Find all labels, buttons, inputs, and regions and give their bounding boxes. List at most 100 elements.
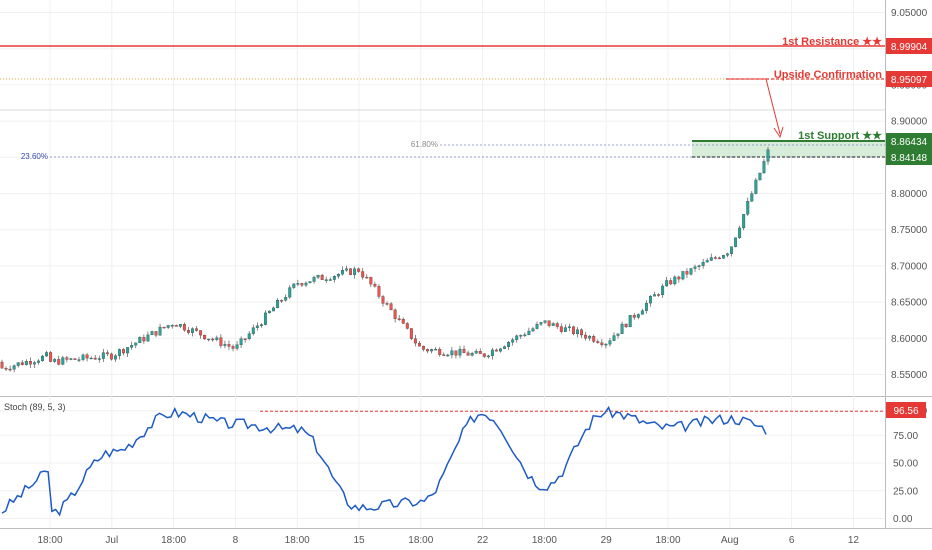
candle-body: [450, 350, 454, 356]
time-tick-label: 18:00: [37, 535, 62, 546]
candle-body: [57, 359, 61, 365]
candle-body: [430, 349, 434, 352]
price-tick-label: 8.75000: [891, 225, 928, 236]
candle-body: [519, 335, 523, 337]
candle-body: [324, 279, 328, 281]
candle-body: [146, 334, 150, 342]
candle-body: [53, 359, 57, 362]
candle-body: [268, 310, 271, 314]
candle-body: [142, 337, 146, 342]
candle-body: [438, 348, 442, 355]
candle-body: [584, 334, 588, 339]
candle-body: [726, 253, 729, 256]
candle-body: [567, 326, 571, 328]
candle-body: [592, 336, 596, 342]
candle-body: [361, 271, 365, 278]
candle-body: [231, 346, 235, 349]
candle-body: [588, 336, 592, 339]
stoch-value-badge: 96.56: [886, 402, 926, 418]
candle-body: [65, 357, 69, 360]
candle-body: [470, 353, 474, 356]
fib-236-label: 23.60%: [21, 152, 48, 161]
candle-body: [458, 348, 462, 356]
price-panel[interactable]: [0, 0, 885, 395]
stoch-tick-label: 75.00: [893, 431, 918, 442]
candle-body: [665, 280, 669, 287]
candle-body: [280, 300, 284, 302]
candle-body: [636, 314, 640, 318]
candle-body: [373, 283, 377, 287]
candle-body: [304, 282, 308, 286]
support-lower-badge: 8.84148: [886, 149, 932, 165]
candle-body: [734, 237, 738, 247]
candle-body: [531, 328, 535, 332]
candle-body: [657, 294, 661, 296]
candle-body: [332, 276, 336, 280]
candle-body: [721, 255, 725, 259]
price-tick-label: 8.60000: [891, 334, 928, 345]
time-axis: 18:00 Jul 18:00 8 18:00 15 18:00 22 18:00 29 18:00…: [37, 535, 859, 546]
candle-body: [288, 287, 292, 298]
candle-body: [178, 324, 182, 327]
candle-body: [73, 358, 77, 360]
resistance-label: 1st Resistance ★★: [782, 36, 882, 48]
arrow-shaft: [765, 78, 781, 135]
time-tick-label: 18:00: [408, 535, 433, 546]
candle-body: [357, 268, 361, 272]
candle-body: [312, 277, 316, 282]
candle-body: [227, 344, 231, 347]
candle-body: [109, 353, 113, 360]
candle-body: [507, 342, 511, 347]
candle-body: [758, 172, 762, 181]
candle-body: [697, 265, 701, 267]
price-tick-label: 8.90000: [891, 117, 928, 128]
price-tick-label: 8.80000: [891, 189, 928, 200]
candle-body: [624, 323, 628, 328]
candle-body: [539, 322, 543, 325]
candle-body: [345, 268, 348, 271]
candle-body: [138, 337, 142, 344]
candle-body: [126, 347, 130, 354]
candle-body: [174, 325, 178, 327]
candle-body: [89, 357, 93, 360]
candle-body: [207, 338, 211, 341]
time-tick-label: Aug: [721, 535, 739, 546]
candle-body: [105, 352, 109, 355]
candle-body: [154, 331, 158, 336]
support-zone: [692, 141, 885, 157]
candle-body: [681, 271, 685, 280]
candle-body: [316, 275, 320, 278]
candle-body: [150, 331, 154, 336]
candle-body: [486, 355, 490, 358]
candle-body: [442, 354, 446, 356]
candle-body: [300, 283, 304, 286]
time-tick-label: 6: [789, 535, 795, 546]
candle-body: [385, 303, 389, 305]
price-tick-label: 8.70000: [891, 261, 928, 272]
candle-body: [422, 346, 425, 350]
candle-body: [41, 355, 44, 362]
candle-body: [612, 335, 616, 341]
candle-body: [381, 296, 385, 304]
candle-body: [693, 266, 697, 269]
candle-body: [742, 214, 746, 229]
time-tick-label: 8: [233, 535, 239, 546]
candle-body: [20, 362, 24, 365]
candle-body: [259, 324, 263, 327]
candle-body: [511, 339, 515, 343]
stoch-line[interactable]: [1, 405, 767, 517]
candle-body: [199, 330, 203, 336]
candle-body: [239, 338, 243, 345]
candle-body: [45, 352, 49, 357]
candle-body: [114, 355, 117, 360]
support-label: 1st Support ★★: [798, 130, 882, 142]
candle-body: [551, 323, 555, 326]
candle-body: [101, 352, 105, 359]
candle-body: [397, 318, 401, 320]
candle-body: [251, 327, 255, 334]
candle-body: [81, 354, 85, 360]
time-tick-label: 18:00: [655, 535, 680, 546]
candle-body: [580, 329, 584, 336]
candle-body: [649, 296, 652, 304]
